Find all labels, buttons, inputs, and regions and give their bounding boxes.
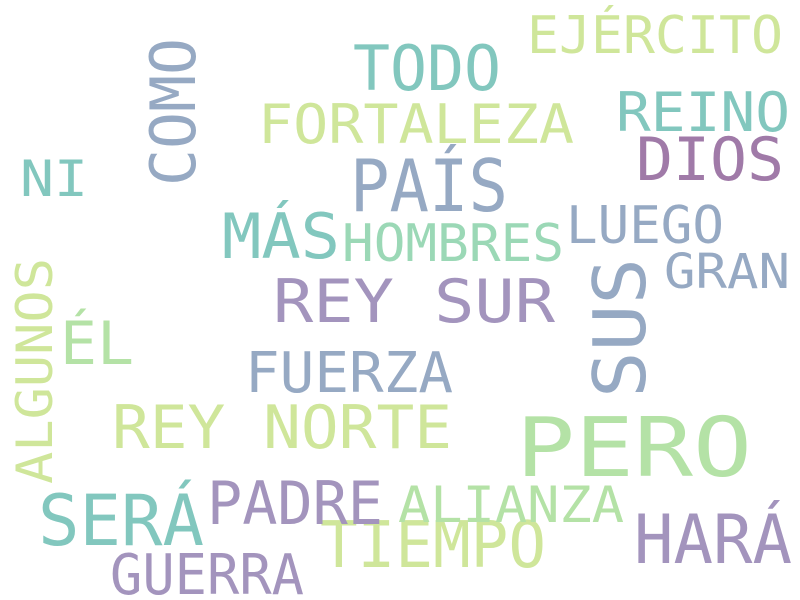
word-tiempo: TIEMPO bbox=[320, 509, 546, 583]
word-dios: DIOS bbox=[636, 125, 784, 195]
word-sera: SERÁ bbox=[38, 480, 204, 562]
word-fortaleza: FORTALEZA bbox=[258, 93, 574, 156]
word-alianza: ALIANZA bbox=[398, 476, 624, 534]
word-ni: NI bbox=[20, 150, 88, 208]
word-pero: PERO bbox=[516, 401, 752, 496]
word-luego: LUEGO bbox=[566, 196, 724, 256]
word-pais: PAÍS bbox=[350, 144, 508, 228]
word-guerra: GUERRA bbox=[110, 543, 304, 600]
word-rey-sur: REY SUR bbox=[273, 267, 555, 337]
word-ejercito: EJÉRCITO bbox=[527, 6, 783, 66]
word-como: COMO bbox=[137, 38, 210, 187]
word-hara: HARÁ bbox=[634, 501, 792, 580]
word-algunos: ALGUNOS bbox=[6, 258, 64, 484]
word-todo: TODO bbox=[353, 32, 501, 105]
word-gran: GRAN bbox=[664, 244, 790, 300]
word-fuerza: FUERZA bbox=[245, 341, 453, 406]
word-mas: MÁS bbox=[222, 200, 340, 273]
word-el: ÉL bbox=[60, 309, 134, 379]
word-padre: PADRE bbox=[207, 469, 383, 539]
word-sus: SUS bbox=[578, 258, 662, 398]
word-reino: REINO bbox=[616, 81, 790, 144]
word-hombres: HOMBRES bbox=[342, 214, 564, 274]
word-rey-norte: REY NORTE bbox=[112, 393, 452, 463]
